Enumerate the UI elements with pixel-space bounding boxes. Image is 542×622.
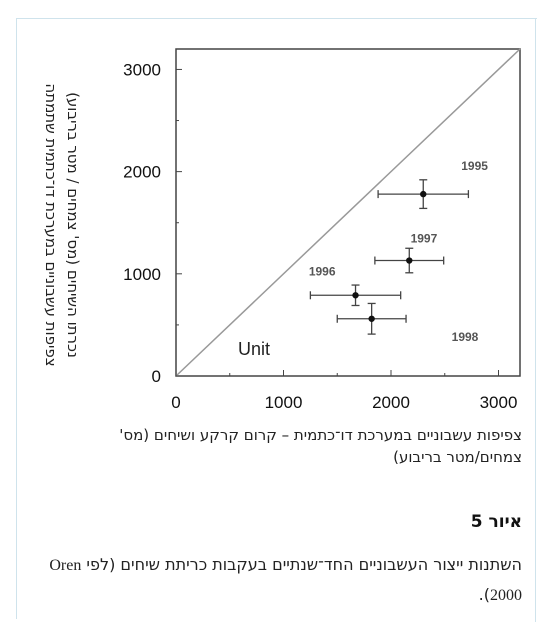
data-point-1998	[368, 315, 375, 322]
y-axis-title-line-1: צפיפות עשבוניים במערכת דו־כתמית שתמתה	[42, 83, 60, 366]
plot-area-border	[175, 48, 521, 377]
chart: צפיפות עשבוניים במערכת דו־כתמית שתמתה נכ…	[42, 48, 521, 412]
y-tick-label: 2000	[123, 163, 161, 182]
data-point-1996	[352, 292, 359, 299]
point-label-1998: 1998	[452, 330, 479, 344]
y-axis-title-line-2: נכרתו השיחים (מס' צמחים / מטר בריבוע)	[64, 92, 82, 358]
unit-reference-line	[175, 48, 521, 377]
point-label-1995: 1995	[461, 159, 488, 173]
x-tick-label: 3000	[480, 393, 518, 412]
caption-text: השתנות ייצור העשבוניים החד־שנתיים בעקבות…	[86, 555, 522, 574]
data-point-1997	[406, 257, 413, 264]
x-tick-label: 2000	[372, 393, 410, 412]
caption-citation: Oren 2000	[49, 557, 522, 604]
figure-title: איור 5	[470, 512, 522, 532]
x-tick-label: 0	[171, 393, 180, 412]
y-tick-label: 0	[152, 367, 161, 386]
figure-frame	[16, 18, 537, 619]
data-point-1995	[420, 190, 427, 198]
x-axis-title: צפיפות עשבוניים במערכת דו־כתמית – קרום ק…	[119, 426, 522, 466]
y-tick-label: 3000	[123, 60, 161, 79]
y-tick-label: 1000	[123, 265, 161, 284]
y-axis-title: צפיפות עשבוניים במערכת דו־כתמית שתמתה נכ…	[42, 83, 82, 366]
figure-caption: השתנות ייצור העשבוניים החד־שנתיים בעקבות…	[22, 550, 522, 610]
chart-marks: Unit 0 1000 2000 3000 0 1000 2000 3000 1995 1997 19…	[123, 48, 521, 412]
caption-end: ).	[478, 585, 490, 604]
point-label-1996: 1996	[309, 264, 336, 278]
x-tick-label: 1000	[265, 393, 303, 412]
figure-frame-right-border	[535, 18, 536, 622]
unit-label: Unit	[238, 339, 270, 359]
point-label-1997: 1997	[411, 232, 438, 246]
